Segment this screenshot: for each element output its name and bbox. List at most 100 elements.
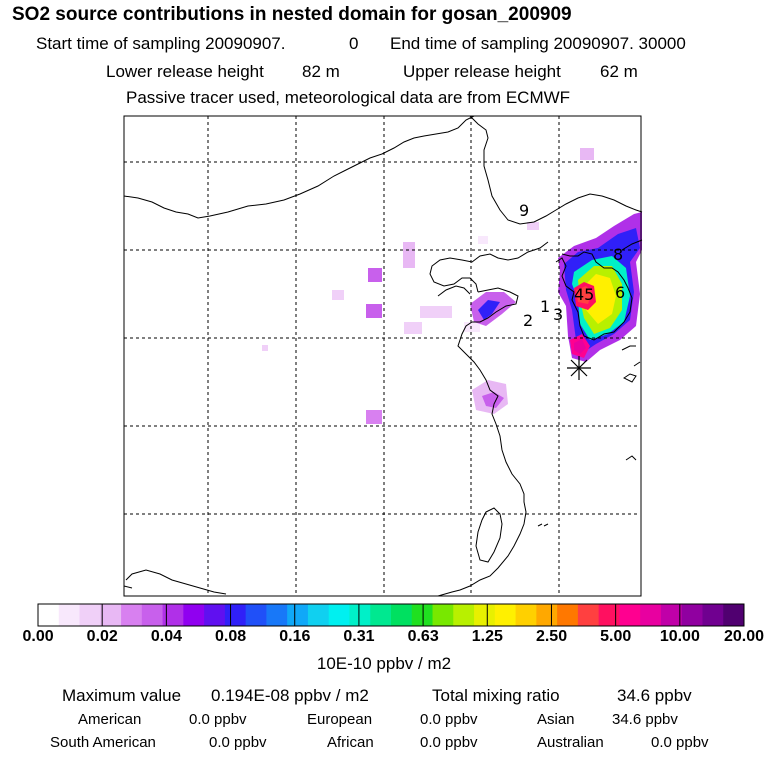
source-blob <box>478 236 488 244</box>
source-blob <box>366 304 382 318</box>
source-label-3: 3 <box>553 305 563 324</box>
region-value: 0.0 ppbv <box>420 734 478 751</box>
colorbar-swatch <box>515 604 537 626</box>
tracer-note: Passive tracer used, meteorological data… <box>126 88 571 107</box>
colorbar-tick-label: 0.02 <box>86 628 118 645</box>
colorbar-tick-label: 10.00 <box>659 628 700 645</box>
colorbar-tick-label: 0.04 <box>150 628 182 645</box>
source-label-8: 8 <box>613 245 623 264</box>
source-blob <box>332 290 344 300</box>
colorbar-tick-label: 0.08 <box>215 628 247 645</box>
lower-release-value: 82 m <box>302 62 340 81</box>
source-label-2: 2 <box>523 311 533 330</box>
colorbar-tick-label: 2.50 <box>535 628 568 645</box>
source-blob <box>404 322 422 334</box>
colorbar-swatch <box>370 604 392 626</box>
colorbar-swatch <box>307 604 330 626</box>
colorbar-swatch <box>391 604 413 626</box>
region-name: American <box>78 711 142 728</box>
colorbar-swatch <box>474 604 496 626</box>
colorbar-tick-label: 0.63 <box>407 628 439 645</box>
start-time-label: Start time of sampling 20090907. <box>36 34 286 53</box>
colorbar-swatch <box>536 604 558 626</box>
receptor-marker <box>567 356 591 380</box>
coastlines <box>123 115 643 597</box>
concentration-field <box>262 148 642 424</box>
graticule <box>124 116 640 596</box>
colorbar-swatch <box>723 604 745 626</box>
colorbar-swatch <box>38 604 60 626</box>
upper-release-label: Upper release height <box>403 62 561 81</box>
total-mixing-label: Total mixing ratio <box>432 686 560 705</box>
region-name: African <box>327 734 374 751</box>
source-label-45: 45 <box>574 285 594 304</box>
colorbar-swatch <box>702 604 724 626</box>
region-value: 0.0 ppbv <box>189 711 247 728</box>
colorbar-tick-label: 1.25 <box>471 628 503 645</box>
source-blob <box>262 345 268 351</box>
region-name: Asian <box>537 711 575 728</box>
region-value: 0.0 ppbv <box>420 711 478 728</box>
region-value: 0.0 ppbv <box>209 734 267 751</box>
region-name: Australian <box>537 734 604 751</box>
colorbar-swatch <box>183 604 205 626</box>
colorbar-swatch <box>619 604 641 626</box>
colorbar-swatch <box>453 604 475 626</box>
map-frame <box>123 115 642 597</box>
colorbar-swatch <box>432 604 454 626</box>
region-value: 0.0 ppbv <box>651 734 709 751</box>
colorbar-swatch <box>141 604 164 626</box>
max-value-label: Maximum value <box>62 686 182 705</box>
total-mixing-value: 34.6 ppbv <box>617 686 692 705</box>
start-time-hour: 0 <box>349 34 359 53</box>
colorbar-swatch <box>204 604 226 626</box>
region-name: European <box>307 711 373 728</box>
colorbar-swatch <box>411 604 434 626</box>
colorbar-swatch <box>224 604 247 626</box>
colorbar-swatch <box>349 604 371 626</box>
colorbar-tick-label: 0.16 <box>279 628 311 645</box>
colorbar-swatch <box>598 604 620 626</box>
upper-release-value: 62 m <box>600 62 638 81</box>
max-value: 0.194E-08 ppbv / m2 <box>211 686 369 705</box>
source-label-6: 6 <box>615 283 625 302</box>
colorbar-swatch <box>660 604 683 626</box>
plot-title: SO2 source contributions in nested domai… <box>12 4 572 25</box>
colorbar-tick-label: 20.00 <box>724 628 765 645</box>
colorbar-swatch <box>577 604 600 626</box>
colorbar-tick-label: 0.00 <box>22 628 54 645</box>
source-blob <box>576 286 592 304</box>
colorbar-swatch <box>245 604 267 626</box>
lower-release-label: Lower release height <box>106 62 264 81</box>
colorbar-swatch <box>58 604 81 626</box>
colorbar-tick-label: 0.31 <box>343 628 375 645</box>
colorbar-tick-label: 5.00 <box>600 628 632 645</box>
region-name: South American <box>50 734 156 751</box>
source-blob <box>366 410 382 424</box>
colorbar-swatch <box>266 604 288 626</box>
source-blob <box>574 339 586 354</box>
colorbar-swatch <box>162 604 184 626</box>
source-blob <box>527 222 539 230</box>
colorbar-swatch <box>121 604 143 626</box>
colorbar-swatch <box>287 604 309 626</box>
source-blob <box>478 300 500 320</box>
colorbar-swatch <box>79 604 101 626</box>
source-blob <box>403 242 415 268</box>
colorbar-swatch <box>494 604 517 626</box>
colorbar-unit: 10E-10 ppbv / m2 <box>316 654 452 673</box>
source-blob <box>580 148 594 160</box>
colorbar-swatch <box>557 604 579 626</box>
source-blob <box>464 322 480 332</box>
region-value: 34.6 ppbv <box>612 711 678 728</box>
colorbar-swatch <box>640 604 662 626</box>
colorbar <box>37 603 745 627</box>
source-label-1: 1 <box>540 297 550 316</box>
colorbar-swatch <box>681 604 703 626</box>
source-blob <box>420 306 452 318</box>
colorbar-ticks <box>37 604 745 626</box>
colorbar-swatch <box>328 604 350 626</box>
end-time-label: End time of sampling 20090907. 30000 <box>390 34 686 53</box>
source-blob <box>368 268 382 282</box>
